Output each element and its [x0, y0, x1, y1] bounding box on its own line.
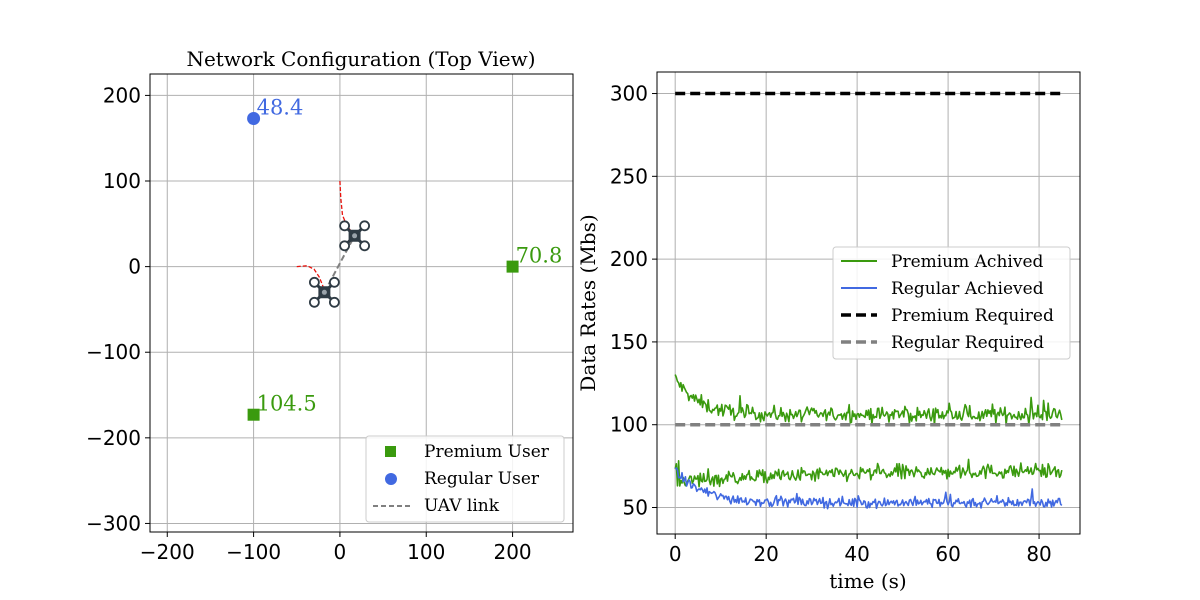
- right-y-tick-label: 150: [610, 330, 648, 354]
- left-x-tick-label: 200: [493, 540, 531, 564]
- premium-user-marker: [247, 408, 260, 421]
- left-legend-box: [365, 435, 565, 523]
- right-axis-ticks: 0 20 40 60 80 50 100 150 200 250 300: [610, 82, 1052, 566]
- right-plot-frame: [656, 71, 1081, 535]
- left-y-tick-label: 200: [103, 83, 141, 107]
- user-rate-label: 104.5: [257, 392, 317, 416]
- regular-user-marker: [247, 112, 261, 126]
- legend-regular-required-label: Regular Required: [891, 333, 1044, 353]
- drone-rotor: [339, 220, 350, 232]
- drone-center: [321, 289, 327, 295]
- left-y-tick-label: −100: [86, 340, 141, 364]
- drone-icon: [339, 220, 370, 252]
- legend-uav-link-label: UAV link: [424, 496, 500, 516]
- network-configuration-plot: Network Configuration (Top View) −200 −10…: [86, 47, 574, 564]
- drone-rotor: [359, 220, 370, 232]
- legend-regular-user-label: Regular User: [424, 469, 540, 489]
- left-axis-ticks: −200 −100 0 100 200 −300 −200 −100 0 100 200: [86, 83, 532, 564]
- right-x-tick-label: 80: [1026, 542, 1051, 566]
- right-y-tick-label: 300: [610, 82, 648, 106]
- left-x-tick-label: −200: [140, 540, 195, 564]
- right-y-tick-label: 250: [610, 164, 648, 188]
- drone-rotor: [308, 296, 320, 308]
- user-markers: 104.5 70.8 48.4: [247, 96, 562, 421]
- user-rate-label: 70.8: [516, 244, 563, 268]
- drone-rotor: [339, 240, 350, 252]
- drone-center: [352, 233, 358, 239]
- y-axis-label: Data Rates (Mbs): [576, 214, 600, 391]
- right-legend: Premium Achived Regular Achieved Premium…: [832, 246, 1071, 360]
- left-legend: Premium User Regular User UAV link: [365, 435, 565, 523]
- left-y-tick-label: −300: [86, 511, 141, 535]
- drone-rotor: [308, 276, 320, 288]
- right-y-tick-label: 50: [623, 496, 648, 520]
- drone-rotor: [359, 240, 370, 252]
- drone-icon: [308, 276, 340, 308]
- achieved-rate-line: [674, 467, 1063, 510]
- right-x-tick-label: 60: [935, 542, 960, 566]
- achieved-rate-line: [674, 374, 1063, 427]
- left-y-tick-label: 100: [103, 169, 141, 193]
- premium-user-marker: [506, 260, 519, 273]
- achieved-rate-line: [674, 458, 1063, 488]
- user-rate-label: 48.4: [257, 96, 304, 120]
- x-axis-label: time (s): [829, 569, 906, 593]
- drone-rotor: [328, 296, 340, 308]
- right-x-tick-label: 20: [753, 542, 778, 566]
- data-rate-series: [674, 91, 1063, 510]
- legend-regular-achieved-label: Regular Achieved: [891, 279, 1044, 299]
- right-y-tick-label: 100: [610, 413, 648, 437]
- uav-drones: [308, 220, 370, 308]
- left-y-tick-label: −200: [86, 426, 141, 450]
- left-x-tick-label: −100: [226, 540, 281, 564]
- left-x-tick-label: 0: [334, 540, 347, 564]
- drone-rotor: [328, 276, 340, 288]
- left-y-tick-label: 0: [128, 255, 141, 279]
- data-rates-plot: 0 20 40 60 80 50 100 150 200 250 300 time (s) Data…: [576, 71, 1081, 593]
- right-x-tick-label: 0: [669, 542, 682, 566]
- legend-premium-achieved-label: Premium Achived: [891, 252, 1044, 272]
- legend-regular-user-marker: [385, 473, 397, 485]
- left-plot-frame: [149, 73, 574, 533]
- right-y-tick-label: 200: [610, 247, 648, 271]
- left-plot-title: Network Configuration (Top View): [186, 47, 535, 71]
- right-legend-box: [832, 246, 1071, 360]
- left-x-tick-label: 100: [407, 540, 445, 564]
- legend-premium-user-marker: [385, 446, 396, 457]
- legend-premium-user-label: Premium User: [424, 442, 550, 462]
- right-x-tick-label: 40: [844, 542, 869, 566]
- legend-premium-required-label: Premium Required: [891, 306, 1054, 326]
